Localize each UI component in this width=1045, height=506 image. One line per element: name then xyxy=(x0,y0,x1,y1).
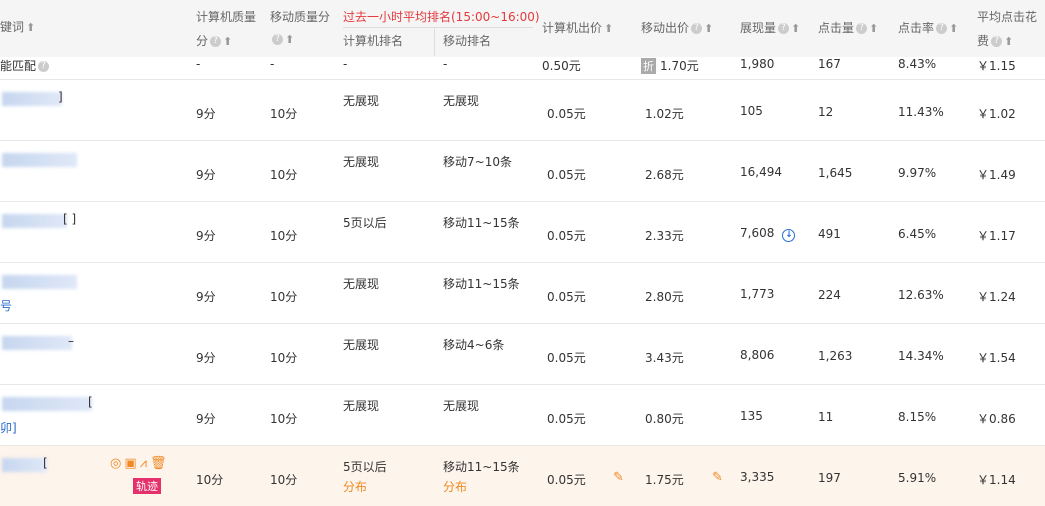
delete-icon[interactable]: 🗑 xyxy=(149,456,170,471)
keyword-blurred[interactable] xyxy=(2,336,72,350)
discount-badge: 折 xyxy=(641,58,656,74)
help-icon[interactable]: ? xyxy=(778,23,790,34)
sort-icon[interactable]: ⬆ xyxy=(223,35,233,48)
target-icon[interactable]: ◎ xyxy=(110,456,125,471)
col-pc-quality: 计算机质量 xyxy=(196,10,257,24)
keyword-blurred[interactable] xyxy=(2,214,67,228)
copy-icon[interactable]: ▣ xyxy=(124,456,140,471)
chart-icon[interactable]: ⩘ xyxy=(139,456,150,471)
sort-icon[interactable]: ⬆ xyxy=(604,22,614,35)
col-ctr[interactable]: 点击率? ⬆ xyxy=(898,21,959,35)
keyword-row: –9分 10分 无展现 移动4~6条 0.05元 3.43元 8,806 1,26… xyxy=(0,323,1045,384)
keyword-blurred[interactable] xyxy=(2,397,92,411)
col-clicks[interactable]: 点击量? ⬆ xyxy=(818,21,879,35)
help-icon[interactable]: ? xyxy=(936,23,948,34)
track-badge[interactable]: 轨迹 xyxy=(133,478,161,494)
col-mobile-quality: 移动质量分 xyxy=(270,10,331,24)
col-mobile-rank: 移动排名 xyxy=(443,34,492,48)
smart-match-row: 能匹配? - - - - 0.50元 折 1.70元 1,980 167 8.43… xyxy=(0,57,1016,74)
edit-pc-bid-icon[interactable]: ✎ xyxy=(613,470,624,485)
sort-icon[interactable]: ⬆ xyxy=(285,33,295,46)
col-keyword[interactable]: 键词 ⬆ xyxy=(0,20,36,34)
help-icon[interactable]: ? xyxy=(272,34,283,45)
divider xyxy=(343,27,533,28)
edit-mobile-bid-icon[interactable]: ✎ xyxy=(712,470,723,485)
sort-icon[interactable]: ⬆ xyxy=(949,22,959,35)
col-impressions[interactable]: 展现量? ⬆ xyxy=(740,21,801,35)
keyword-link[interactable]: 卯] xyxy=(0,421,17,435)
divider xyxy=(434,28,435,56)
help-icon[interactable]: ? xyxy=(856,23,868,34)
keyword-row: [◎▣⩘🗑 轨迹 10分 10分 5页以后 移动11~15条 分布 分布 ✎ ✎ 0.… xyxy=(0,445,1045,506)
sort-icon[interactable]: ⬆ xyxy=(26,21,36,34)
sort-icon[interactable]: ⬆ xyxy=(1004,35,1014,48)
sort-icon[interactable]: ⬆ xyxy=(791,22,801,35)
distribution-link[interactable]: 分布 xyxy=(343,480,368,494)
sort-icon[interactable]: ⬆ xyxy=(704,22,714,35)
keyword-link[interactable]: 号 xyxy=(0,299,13,313)
col-pc-rank: 计算机排名 xyxy=(343,34,404,48)
help-icon[interactable]: ? xyxy=(691,23,703,34)
col-avg-cost: 平均点击花 xyxy=(977,10,1038,24)
keyword-row: 9分 10分 无展现 移动7~10条 0.05元 2.68元 16,494 1,6… xyxy=(0,140,1045,201)
distribution-link[interactable]: 分布 xyxy=(443,480,468,494)
sort-icon[interactable]: ⬆ xyxy=(869,22,879,35)
help-icon[interactable]: ? xyxy=(991,36,1003,47)
help-icon[interactable]: ? xyxy=(38,61,50,72)
download-icon[interactable]: ↓ xyxy=(782,229,796,242)
keyword-row: [卯] 9分 10分 无展现 无展现 0.05元 0.80元 135 11 8.15… xyxy=(0,384,1045,445)
keyword-blurred[interactable] xyxy=(2,458,47,472)
col-rank-group: 过去一小时平均排名(15:00~16:00) xyxy=(343,10,540,24)
col-pc-bid[interactable]: 计算机出价 ⬆ xyxy=(542,21,614,35)
keyword-blurred[interactable] xyxy=(2,153,77,167)
keyword-row: [ ] 9分 10分 5页以后 移动11~15条 0.05元 2.33元 7,608… xyxy=(0,201,1045,262)
keyword-blurred[interactable] xyxy=(2,275,77,289)
table-header: 键词 ⬆ 计算机质量 分? ⬆ 移动质量分 ? ⬆ 过去一小时平均排名(15:00~1… xyxy=(0,0,1045,57)
col-mobile-bid[interactable]: 移动出价? ⬆ xyxy=(641,21,714,35)
keyword-row: ] 9分 10分 无展现 无展现 0.05元 1.02元 105 12 11.43%… xyxy=(0,79,1045,140)
keyword-row: 号 9分 10分 无展现 移动11~15条 0.05元 2.80元 1,773 22… xyxy=(0,262,1045,323)
help-icon[interactable]: ? xyxy=(210,36,222,47)
keyword-blurred[interactable] xyxy=(2,92,62,106)
